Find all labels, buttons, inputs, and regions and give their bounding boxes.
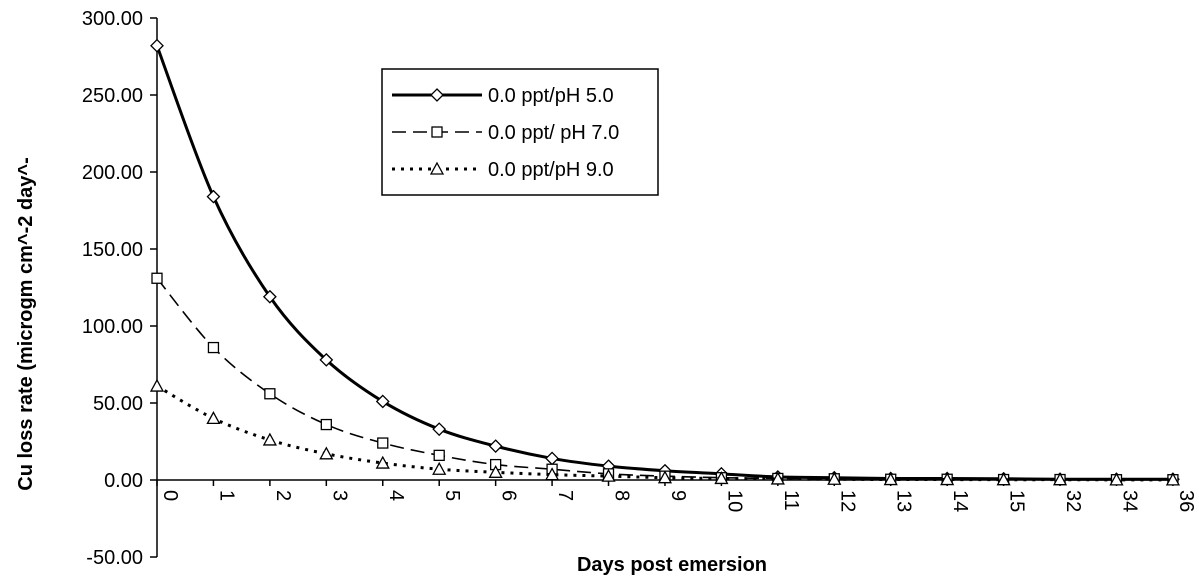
x-tick-label: 14	[949, 490, 971, 512]
x-tick-label: 3	[328, 490, 350, 501]
legend-box	[381, 68, 659, 196]
data-point	[827, 471, 842, 485]
y-tick-label: 50.00	[93, 393, 143, 415]
data-point	[996, 472, 1011, 486]
data-point	[714, 471, 729, 485]
series-group	[149, 378, 1181, 486]
data-point	[319, 446, 334, 460]
data-point	[940, 472, 955, 486]
data-point	[319, 352, 334, 367]
x-tick-label: 32	[1062, 490, 1084, 512]
data-point	[545, 451, 559, 466]
x-tick-label: 4	[385, 490, 407, 501]
y-tick-label: 250.00	[82, 85, 143, 107]
data-point	[657, 470, 673, 484]
y-tick-label: 300.00	[82, 8, 143, 30]
x-tick-label: 15	[1006, 490, 1028, 512]
x-tick-label: 8	[611, 490, 633, 501]
y-tick-label: 200.00	[82, 162, 143, 184]
x-axis-title: Days post emersion	[577, 554, 767, 576]
data-point	[206, 189, 221, 204]
data-point	[149, 378, 165, 392]
legend-label: 0.0 ppt/pH 5.0	[488, 85, 614, 107]
data-point	[1165, 472, 1181, 486]
data-point	[1052, 472, 1068, 486]
y-tick-label: -50.00	[86, 547, 143, 569]
y-tick-label: 0.00	[104, 470, 143, 492]
data-point	[488, 439, 503, 454]
legend-marker	[429, 161, 445, 175]
series-group	[151, 272, 1179, 486]
legend-marker	[431, 126, 443, 138]
data-point	[150, 38, 164, 53]
data-point	[320, 418, 332, 431]
data-point	[262, 289, 277, 304]
y-tick-label: 100.00	[82, 316, 143, 338]
data-point	[1109, 472, 1124, 486]
data-point	[432, 422, 447, 437]
x-tick-label: 12	[836, 490, 858, 512]
legend: 0.0 ppt/pH 5.0 0.0 ppt/ pH 7.0 0.0 ppt/pH …	[381, 68, 659, 196]
data-point	[262, 432, 277, 446]
data-point	[206, 411, 221, 425]
x-tick-label: 5	[441, 490, 463, 501]
x-tick-label: 9	[667, 490, 689, 501]
x-tick-label: 6	[498, 490, 520, 501]
series-line	[156, 277, 1173, 481]
data-point	[375, 455, 390, 469]
data-point	[601, 468, 616, 482]
legend-label: 0.0 ppt/ pH 7.0	[488, 122, 619, 144]
x-tick-label: 34	[1118, 490, 1140, 512]
data-point	[377, 437, 389, 449]
data-point	[770, 471, 785, 485]
data-point	[488, 464, 503, 478]
x-axis: 0 1 2 3 4 5 6 7 8 9 10 11 12 13 14 15 32 34 36	[156, 479, 1197, 512]
data-point	[264, 388, 276, 400]
data-point	[151, 272, 163, 284]
x-tick-label: 7	[554, 490, 576, 501]
x-tick-label: 11	[780, 490, 802, 511]
x-tick-label: 0	[159, 490, 181, 501]
series-line	[155, 45, 1173, 481]
data-point	[883, 472, 898, 486]
legend-label: 0.0 ppt/pH 9.0	[488, 159, 614, 181]
y-axis-title: Cu loss rate (microgm cm^-2 day^-	[15, 157, 37, 490]
series-group	[150, 38, 1180, 487]
data-point	[433, 449, 445, 462]
x-tick-label: 1	[215, 490, 237, 501]
series-layer	[149, 38, 1181, 487]
legend-marker	[430, 88, 444, 102]
data-point	[432, 461, 447, 475]
x-tick-label: 2	[272, 490, 294, 501]
y-axis: 300.00 250.00 200.00 150.00 100.00 50.00 0.00 -…	[82, 8, 158, 569]
y-tick-label: 150.00	[82, 239, 143, 261]
data-point	[544, 467, 560, 481]
x-tick-label: 10	[723, 490, 745, 512]
data-point	[207, 341, 220, 354]
x-tick-label: 13	[893, 490, 915, 512]
data-point	[375, 394, 390, 409]
x-tick-label: 36	[1175, 490, 1197, 512]
